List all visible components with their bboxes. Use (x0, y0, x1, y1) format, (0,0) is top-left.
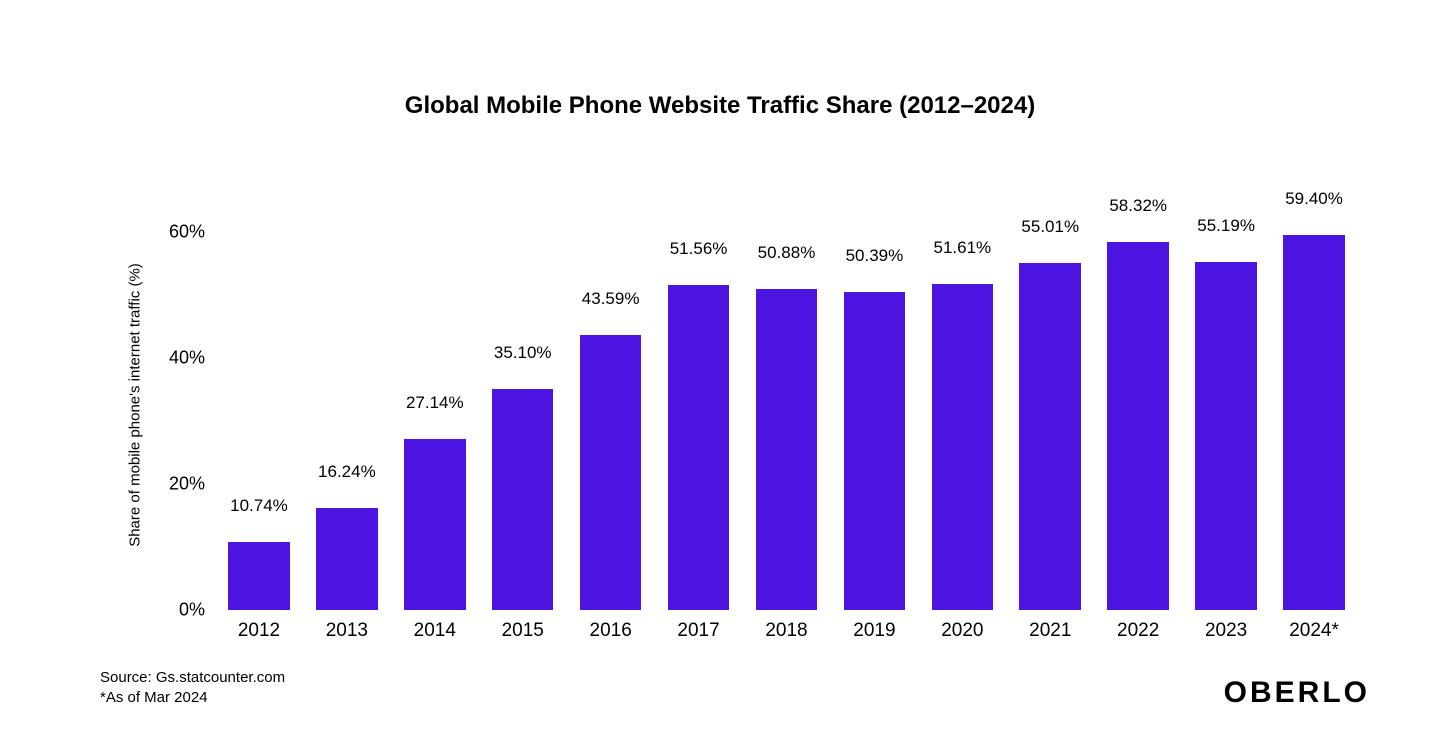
bar (228, 542, 290, 610)
bar-value-label: 58.32% (1109, 196, 1167, 216)
bar-value-label: 16.24% (318, 462, 376, 482)
bar (492, 389, 554, 610)
source-footnote: Source: Gs.statcounter.com (100, 669, 285, 686)
y-tick-label: 40% (169, 347, 205, 368)
x-tick-label: 2016 (590, 620, 632, 642)
bar (1019, 263, 1081, 610)
plot-area: 10.74% 16.24% 27.14% 35.10% 43.59% 51.56% 50.8… (215, 200, 1358, 610)
bar-value-label: 59.40% (1285, 189, 1343, 209)
bar-value-label: 10.74% (230, 496, 288, 516)
x-tick-label: 2013 (326, 620, 368, 642)
asof-footnote: *As of Mar 2024 (100, 689, 208, 706)
x-tick-label: 2019 (853, 620, 895, 642)
bar-value-label: 50.88% (758, 243, 816, 263)
bar (932, 284, 994, 610)
x-tick-label: 2024* (1289, 620, 1339, 642)
bar-value-label: 51.56% (670, 239, 728, 259)
x-tick-label: 2022 (1117, 620, 1159, 642)
y-axis-title: Share of mobile phone's internet traffic… (127, 263, 144, 547)
bar-value-label: 27.14% (406, 393, 464, 413)
x-tick-label: 2012 (238, 620, 280, 642)
x-tick-label: 2020 (941, 620, 983, 642)
x-tick-label: 2015 (502, 620, 544, 642)
bar (1195, 262, 1257, 610)
y-tick-label: 20% (169, 473, 205, 494)
bar-value-label: 51.61% (934, 238, 992, 258)
x-tick-label: 2014 (414, 620, 456, 642)
bar-value-label: 55.01% (1021, 217, 1079, 237)
x-tick-label: 2021 (1029, 620, 1071, 642)
chart-container: Global Mobile Phone Website Traffic Shar… (0, 0, 1440, 743)
x-tick-label: 2017 (677, 620, 719, 642)
x-tick-label: 2018 (765, 620, 807, 642)
bar (580, 335, 642, 610)
bar (316, 508, 378, 610)
y-tick-label: 0% (179, 600, 205, 621)
bar-value-label: 50.39% (846, 246, 904, 266)
brand-logo: OBERLO (1224, 676, 1370, 710)
bar (844, 292, 906, 610)
bar-value-label: 55.19% (1197, 216, 1255, 236)
bar (1107, 242, 1169, 610)
bar (756, 289, 818, 610)
bar-value-label: 35.10% (494, 343, 552, 363)
chart-title: Global Mobile Phone Website Traffic Shar… (0, 92, 1440, 120)
bar (404, 439, 466, 610)
x-tick-label: 2023 (1205, 620, 1247, 642)
bar (1283, 235, 1345, 610)
bar-value-label: 43.59% (582, 289, 640, 309)
bar (668, 285, 730, 610)
y-tick-label: 60% (169, 221, 205, 242)
